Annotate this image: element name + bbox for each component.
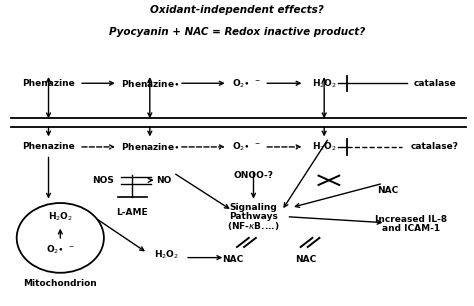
Text: ONOO-?: ONOO-? — [234, 171, 273, 180]
Text: O$_2$$\bullet$ $^-$: O$_2$$\bullet$ $^-$ — [232, 77, 261, 90]
Text: NAC: NAC — [295, 255, 316, 264]
Text: Phenazine: Phenazine — [22, 79, 75, 88]
Text: and ICAM-1: and ICAM-1 — [383, 224, 440, 233]
Text: H$_2$O$_2$: H$_2$O$_2$ — [312, 141, 337, 153]
Text: NAC: NAC — [377, 186, 399, 196]
Text: Signaling: Signaling — [229, 203, 277, 212]
Text: Mitochondrion: Mitochondrion — [23, 279, 97, 288]
Text: NOS: NOS — [92, 176, 114, 185]
Text: O$_2$$\bullet$ $^-$: O$_2$$\bullet$ $^-$ — [232, 141, 261, 153]
Text: NAC: NAC — [222, 255, 243, 264]
Text: catalase: catalase — [413, 79, 456, 88]
Text: NO: NO — [156, 176, 172, 185]
Text: (NF-$\kappa$B....): (NF-$\kappa$B....) — [227, 220, 280, 232]
Text: H$_2$O$_2$: H$_2$O$_2$ — [48, 211, 73, 223]
Text: H$_2$O$_2$: H$_2$O$_2$ — [154, 248, 179, 261]
Text: Pyocyanin + NAC = Redox inactive product?: Pyocyanin + NAC = Redox inactive product… — [109, 27, 365, 37]
Text: Increased IL-8: Increased IL-8 — [375, 215, 447, 224]
Text: Phenazine$\bullet$: Phenazine$\bullet$ — [120, 141, 179, 152]
Text: Oxidant-independent effects?: Oxidant-independent effects? — [150, 6, 324, 16]
Text: Phenazine: Phenazine — [22, 142, 75, 151]
Text: catalase?: catalase? — [411, 142, 459, 151]
Text: Phenazine$\bullet$: Phenazine$\bullet$ — [120, 78, 179, 89]
Text: Pathways: Pathways — [229, 212, 278, 221]
Text: O$_2$$\bullet$ $^-$: O$_2$$\bullet$ $^-$ — [46, 244, 74, 256]
Text: H$_2$O$_2$: H$_2$O$_2$ — [312, 77, 337, 90]
Text: L-AME: L-AME — [117, 208, 148, 217]
